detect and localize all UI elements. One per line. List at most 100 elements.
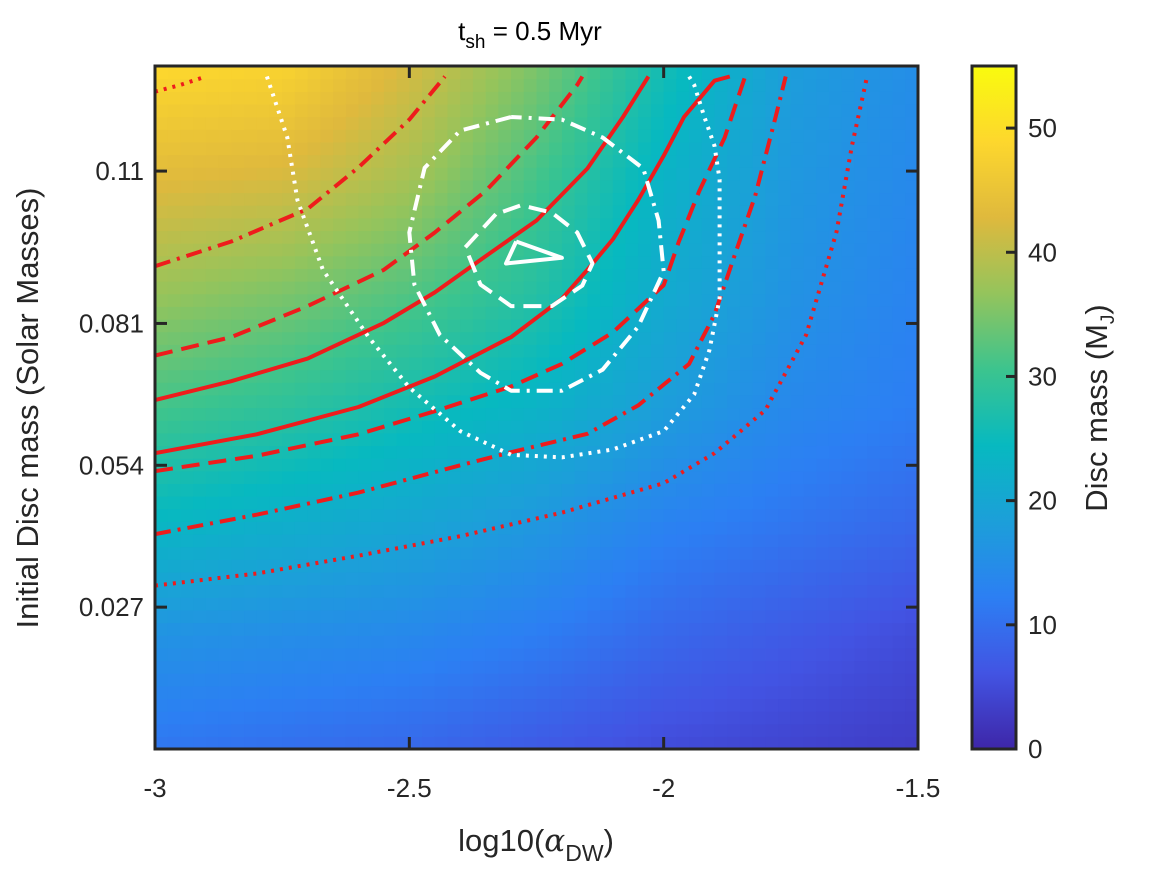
heatmap-cell (498, 268, 512, 282)
heatmap-cell (447, 318, 461, 333)
heatmap-cell (612, 192, 627, 206)
heatmap-cell (790, 268, 805, 282)
heatmap-cell (600, 205, 614, 219)
heatmap-cell (231, 496, 245, 510)
heatmap-cell (854, 255, 868, 269)
heatmap-cell (472, 306, 487, 320)
heatmap-cell (765, 394, 779, 409)
heatmap-cell (778, 217, 792, 232)
heatmap-cell (155, 129, 169, 143)
heatmap-cell (638, 698, 652, 712)
heatmap-cell (625, 647, 639, 662)
heatmap-cell (511, 356, 525, 371)
heatmap-cell (383, 597, 398, 611)
heatmap-cell (244, 293, 258, 307)
heatmap-cell (511, 533, 525, 548)
heatmap-cell (345, 344, 360, 358)
heatmap-cell (612, 458, 627, 472)
heatmap-cell (282, 281, 296, 295)
heatmap-cell (879, 382, 894, 396)
heatmap-cell (778, 647, 792, 662)
heatmap-cell (396, 293, 410, 307)
heatmap-cell (638, 129, 652, 143)
heatmap-cell (167, 356, 182, 371)
heatmap-cell (828, 217, 843, 232)
heatmap-cell (739, 458, 754, 472)
heatmap-cell (765, 243, 779, 257)
heatmap-cell (409, 458, 423, 472)
heatmap-cell (193, 698, 207, 712)
heatmap-cell (167, 306, 182, 320)
heatmap-cell (193, 394, 207, 409)
heatmap-cell (358, 217, 372, 232)
heatmap-cell (345, 508, 360, 522)
heatmap-cell (460, 622, 474, 636)
heatmap-cell (345, 685, 360, 700)
heatmap-cell (816, 293, 830, 307)
heatmap-cell (396, 344, 410, 358)
heatmap-cell (879, 243, 894, 257)
heatmap-cell (294, 255, 309, 269)
heatmap-cell (269, 179, 283, 194)
heatmap-cell (307, 116, 321, 130)
heatmap-cell (752, 281, 766, 295)
heatmap-cell (434, 736, 449, 749)
heatmap-cell (485, 129, 499, 143)
heatmap-cell (892, 559, 906, 573)
heatmap-cell (231, 584, 245, 598)
heatmap-cell (854, 736, 868, 749)
heatmap-cell (701, 369, 716, 383)
heatmap-cell (549, 344, 563, 358)
heatmap-cell (612, 660, 627, 674)
heatmap-cell (485, 306, 499, 320)
heatmap-cell (244, 508, 258, 522)
heatmap-cell (269, 521, 283, 535)
heatmap-cell (320, 243, 334, 257)
heatmap-cell (905, 268, 918, 282)
heatmap-cell (244, 698, 258, 712)
heatmap-cell (498, 698, 512, 712)
heatmap-cell (320, 533, 334, 548)
heatmap-cell (231, 736, 245, 749)
heatmap-cell (460, 243, 474, 257)
heatmap-cell (879, 268, 894, 282)
red-contour-solid-5 (155, 75, 651, 403)
heatmap-cell (752, 407, 766, 421)
heatmap-cell (892, 458, 906, 472)
heatmap-cell (816, 344, 830, 358)
heatmap-cell (358, 660, 372, 674)
heatmap-cell (752, 698, 766, 712)
heatmap-cell (549, 470, 563, 484)
heatmap-cell (727, 407, 741, 421)
heatmap-cell (320, 698, 334, 712)
heatmap-cell (193, 344, 207, 358)
heatmap-cell (816, 445, 830, 459)
heatmap-cell (371, 458, 385, 472)
heatmap-cell (434, 420, 449, 434)
heatmap-cell (676, 306, 690, 320)
heatmap-cell (231, 533, 245, 548)
heatmap-cell (650, 66, 665, 80)
heatmap-cell (561, 533, 576, 548)
heatmap-cell (256, 470, 271, 484)
heatmap-cell (892, 268, 906, 282)
heatmap-cell (256, 179, 271, 194)
heatmap-cell (282, 673, 296, 687)
heatmap-cell (523, 420, 538, 434)
heatmap-cell (587, 167, 601, 181)
heatmap-cell (739, 673, 754, 687)
heatmap-cell (536, 458, 550, 472)
heatmap-cell (244, 711, 258, 725)
heatmap-cell (244, 420, 258, 434)
heatmap-cell (371, 407, 385, 421)
heatmap-cell (193, 179, 207, 194)
heatmap-cell (460, 698, 474, 712)
heatmap-cell (422, 356, 436, 371)
heatmap-cell (485, 103, 499, 118)
heatmap-cell (422, 723, 436, 737)
heatmap-cell (790, 571, 805, 586)
heatmap-cell (523, 179, 538, 194)
heatmap-cell (460, 167, 474, 181)
heatmap-cell (422, 66, 436, 80)
heatmap-cell (727, 394, 741, 409)
